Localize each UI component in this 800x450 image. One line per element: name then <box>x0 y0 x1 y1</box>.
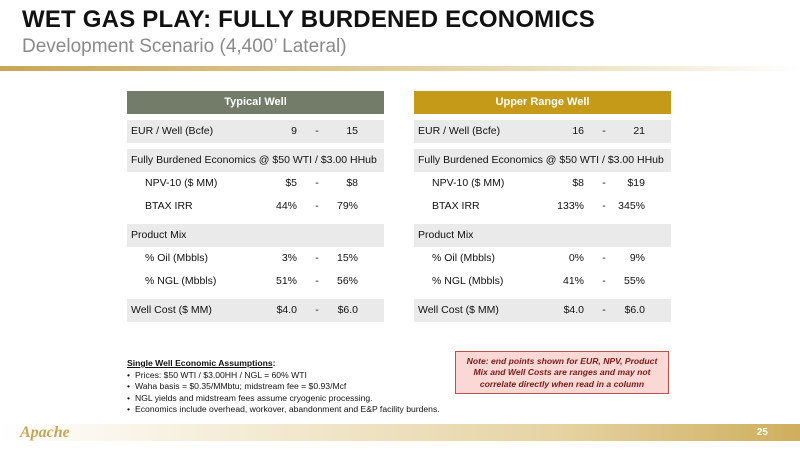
ngl-low: 41% <box>562 275 584 287</box>
economics-label: Fully Burdened Economics @ $50 WTI / $3.… <box>418 154 664 166</box>
footer-bar <box>0 424 800 441</box>
ngl-high: 56% <box>336 275 358 287</box>
irr-label: BTAX IRR <box>432 200 480 212</box>
npv-low: $5 <box>285 177 297 189</box>
assumptions-heading: Single Well Economic Assumptions: <box>127 358 276 368</box>
well-cost-low: $4.0 <box>276 304 297 316</box>
upper-range-well-header: Upper Range Well <box>414 91 671 114</box>
irr-label: BTAX IRR <box>145 200 193 212</box>
oil-row: % Oil (Mbbls) 3% - 15% <box>127 247 384 270</box>
npv-high: $19 <box>627 177 645 189</box>
product-mix-label: Product Mix <box>131 229 187 241</box>
npv-high: $8 <box>346 177 358 189</box>
typical-well-table: Typical Well EUR / Well (Bcfe) 9 - 15 Fu… <box>127 91 384 322</box>
apache-logo: Apache <box>19 424 70 441</box>
eur-label: EUR / Well (Bcfe) <box>131 125 214 137</box>
range-dash: - <box>602 275 606 287</box>
ngl-high: 55% <box>623 275 645 287</box>
npv-row: NPV-10 ($ MM) $5 - $8 <box>127 172 384 195</box>
ngl-label: % NGL (Mbbls) <box>432 275 504 287</box>
ngl-low: 51% <box>275 275 297 287</box>
irr-low: 133% <box>557 200 584 212</box>
economics-row: Fully Burdened Economics @ $50 WTI / $3.… <box>414 149 671 172</box>
range-dash: - <box>602 252 606 264</box>
oil-low: 3% <box>281 252 297 264</box>
economics-label: Fully Burdened Economics @ $50 WTI / $3.… <box>131 154 377 166</box>
npv-label: NPV-10 ($ MM) <box>432 177 505 189</box>
assumption-item: NGL yields and midstream fees assume cry… <box>127 393 440 405</box>
oil-label: % Oil (Mbbls) <box>145 252 209 264</box>
irr-high: 79% <box>336 200 358 212</box>
range-note: Note: end points shown for EUR, NPV, Pro… <box>455 351 669 394</box>
well-cost-row: Well Cost ($ MM) $4.0 - $6.0 <box>127 299 384 322</box>
range-dash: - <box>315 125 319 137</box>
oil-high: 15% <box>336 252 358 264</box>
product-mix-row: Product Mix <box>414 224 671 247</box>
page-number: 25 <box>756 427 768 438</box>
range-dash: - <box>315 177 319 189</box>
range-dash: - <box>602 177 606 189</box>
ngl-row: % NGL (Mbbls) 41% - 55% <box>414 270 671 293</box>
assumption-item: Waha basis = $0.35/MMbtu; midstream fee … <box>127 381 440 393</box>
well-cost-label: Well Cost ($ MM) <box>131 304 212 316</box>
assumption-item: Prices: $50 WTI / $3.00HH / NGL = 60% WT… <box>127 370 440 382</box>
slide-title: WET GAS PLAY: FULLY BURDENED ECONOMICS <box>22 6 595 33</box>
eur-low: 16 <box>572 125 584 137</box>
range-dash: - <box>315 275 319 287</box>
product-mix-row: Product Mix <box>127 224 384 247</box>
oil-label: % Oil (Mbbls) <box>432 252 496 264</box>
title-divider <box>0 66 800 71</box>
npv-low: $8 <box>572 177 584 189</box>
ngl-label: % NGL (Mbbls) <box>145 275 217 287</box>
product-mix-label: Product Mix <box>418 229 474 241</box>
eur-label: EUR / Well (Bcfe) <box>418 125 501 137</box>
economics-row: Fully Burdened Economics @ $50 WTI / $3.… <box>127 149 384 172</box>
svg-text:Apache: Apache <box>19 424 70 441</box>
range-dash: - <box>602 125 606 137</box>
slide-subtitle: Development Scenario (4,400’ Lateral) <box>22 36 347 57</box>
eur-high: 21 <box>633 125 645 137</box>
npv-label: NPV-10 ($ MM) <box>145 177 218 189</box>
irr-row: BTAX IRR 133% - 345% <box>414 195 671 218</box>
irr-row: BTAX IRR 44% - 79% <box>127 195 384 218</box>
range-dash: - <box>315 252 319 264</box>
eur-row: EUR / Well (Bcfe) 9 - 15 <box>127 120 384 143</box>
oil-low: 0% <box>568 252 584 264</box>
economic-assumptions: Single Well Economic Assumptions: Prices… <box>127 358 440 416</box>
ngl-row: % NGL (Mbbls) 51% - 56% <box>127 270 384 293</box>
oil-high: 9% <box>629 252 645 264</box>
range-dash: - <box>602 200 606 212</box>
range-dash: - <box>315 304 319 316</box>
assumption-item: Economics include overhead, workover, ab… <box>127 404 440 416</box>
well-cost-label: Well Cost ($ MM) <box>418 304 499 316</box>
irr-low: 44% <box>275 200 297 212</box>
well-cost-row: Well Cost ($ MM) $4.0 - $6.0 <box>414 299 671 322</box>
irr-high: 345% <box>618 200 645 212</box>
well-cost-high: $6.0 <box>624 304 645 316</box>
well-cost-low: $4.0 <box>563 304 584 316</box>
assumptions-list: Prices: $50 WTI / $3.00HH / NGL = 60% WT… <box>127 370 440 416</box>
oil-row: % Oil (Mbbls) 0% - 9% <box>414 247 671 270</box>
npv-row: NPV-10 ($ MM) $8 - $19 <box>414 172 671 195</box>
range-dash: - <box>602 304 606 316</box>
typical-well-header: Typical Well <box>127 91 384 114</box>
eur-low: 9 <box>291 125 297 137</box>
eur-row: EUR / Well (Bcfe) 16 - 21 <box>414 120 671 143</box>
eur-high: 15 <box>346 125 358 137</box>
range-dash: - <box>315 200 319 212</box>
upper-range-well-table: Upper Range Well EUR / Well (Bcfe) 16 - … <box>414 91 671 322</box>
well-cost-high: $6.0 <box>337 304 358 316</box>
